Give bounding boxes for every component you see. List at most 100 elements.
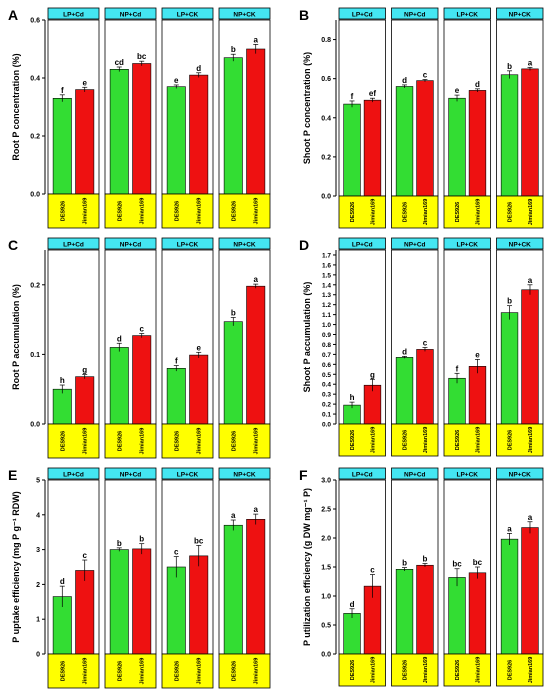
group-header-label: NP+CK [233,242,256,249]
y-tick-label: 0.6 [322,362,331,369]
group-header-label: LP+Cd [352,12,373,19]
group-lp-cd: LP+Cd d c DES926 Jimian169 [338,467,386,687]
bar-jimian169 [75,89,95,195]
panel-e: E P uptake efficiency (mg P g⁻¹ RDW) 0 1 2 3 4… [8,467,271,689]
group-header-label: NP+CK [509,472,532,479]
group-header [47,237,100,250]
y-tick-label: 0.0 [30,422,40,429]
significance-letter: d [196,64,201,73]
category-label: Jimian169 [423,657,429,684]
significance-letter: a [253,505,258,514]
significance-letter: ef [369,89,376,98]
group-header [218,467,271,480]
significance-letter: d [350,600,355,609]
significance-letter: f [175,357,178,366]
y-tick-label: 0.2 [322,402,331,409]
y-tick-label: 0.6 [30,18,40,25]
group-footer [47,193,100,229]
bar-des926 [343,103,361,197]
bar-des926 [343,613,361,655]
bar-des926 [448,577,466,655]
bar-jimian169 [189,555,209,655]
group-lp-ck: LP+CK e d DES926 Jimian169 [161,7,214,229]
group-footer [338,653,386,687]
significance-letter: c [82,551,87,560]
category-label: DES926 [117,431,123,452]
group-lp-ck: LP+CK bc bc DES926 Jimian169 [443,467,491,687]
group-footer [338,195,386,229]
bar-des926 [223,524,243,655]
group-header [104,237,157,250]
group-header-label: NP+Cd [404,242,426,249]
y-tick-label: 0.0 [321,652,331,659]
y-tick-label: 1.1 [322,312,331,319]
category-label: DES926 [508,202,514,223]
y-tick-label: 0.8 [321,37,331,44]
bar-des926 [448,377,466,425]
bar-des926 [500,312,519,425]
group-footer [47,653,100,689]
bar-des926 [223,57,243,195]
category-label: DES926 [403,660,409,681]
significance-letter: h [60,376,65,385]
bar-jimian169 [189,74,209,195]
bar-jimian169 [468,572,487,655]
group-header-label: NP+CK [233,472,256,479]
y-tick-label: 5 [36,478,40,485]
bar-des926 [166,566,186,655]
group-header-label: NP+Cd [120,242,142,249]
category-label: Jimian169 [370,657,376,684]
bar-jimian169 [189,354,209,425]
y-axis-label: Shoot P concentration (%) [302,52,312,164]
group-lp-ck: LP+CK f e DES926 Jimian169 [443,237,491,457]
significance-letter: d [117,334,122,343]
category-label: Jimian169 [475,199,481,226]
y-tick-label: 4 [36,512,40,519]
category-label: Jimian169 [370,427,376,454]
bar-des926 [448,97,466,197]
category-label: Jimian169 [528,199,534,226]
group-footer [104,423,157,459]
y-tick-label: 1.7 [322,252,331,259]
group-header [104,7,157,20]
category-label: Jimian169 [254,198,260,225]
group-header [104,467,157,480]
bar-des926 [500,538,519,655]
significance-letter: c [174,548,179,557]
group-footer [443,195,491,229]
category-label: Jimian169 [83,428,89,455]
group-header [338,7,386,20]
group-header-label: LP+CK [177,242,199,249]
significance-letter: a [528,58,533,67]
significance-letter: e [82,78,87,87]
category-label: DES926 [117,201,123,222]
group-header-label: LP+CK [177,472,199,479]
y-tick-label: 0.1 [322,412,331,419]
significance-letter: a [253,35,258,44]
group-header-label: NP+Cd [404,12,426,19]
group-header [443,237,491,250]
group-footer [496,195,544,229]
y-tick-label: 0.4 [322,382,331,389]
significance-letter: b [231,309,236,318]
group-header [496,467,544,480]
group-footer [391,423,439,457]
panel-letter: B [299,7,309,23]
significance-letter: e [174,76,179,85]
bar-des926 [166,368,186,425]
group-lp-cd: LP+Cd f ef DES926 Jimian169 [338,7,386,229]
group-header-label: NP+Cd [120,12,142,19]
significance-letter: c [423,338,428,347]
group-lp-ck: LP+CK e d DES926 Jimian169 [443,7,491,229]
group-header-label: NP+CK [509,12,532,19]
group-header [218,7,271,20]
category-label: DES926 [60,431,66,452]
group-lp-cd: LP+Cd h g DES926 Jimian169 [338,237,386,457]
y-tick-label: 0.0 [321,194,331,201]
significance-letter: b [139,535,144,544]
group-lp-cd: LP+Cd f e DES926 Jimian169 [47,7,100,229]
category-label: Jimian169 [370,199,376,226]
group-header-label: LP+Cd [352,242,373,249]
group-footer [443,653,491,687]
